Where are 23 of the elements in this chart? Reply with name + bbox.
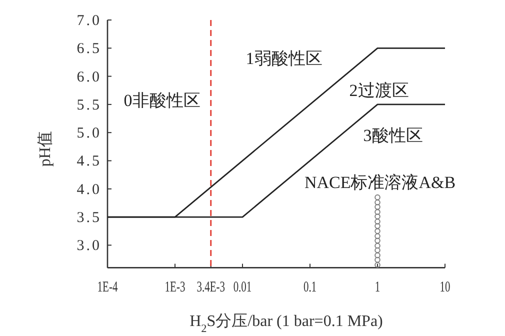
y-tick-label: 7.0 [76, 13, 102, 29]
x-tick-label: 10 [440, 278, 450, 296]
y-tick-label: 5.0 [76, 126, 102, 142]
annotation: 3酸性区 [363, 126, 423, 145]
x-tick-label: 0.01 [233, 278, 252, 296]
x-tick-label: 1 [374, 278, 380, 296]
annotation: 2过渡区 [349, 81, 409, 100]
annotation: NACE标准溶液A&B [304, 173, 456, 192]
y-tick-label: 4.0 [76, 182, 102, 198]
y-tick-label: 5.5 [76, 97, 102, 114]
x-tick-label: 0.1 [303, 278, 317, 296]
annotation: 1弱酸性区 [246, 49, 322, 68]
x-axis-title: H$_{2}$S分压/bar (1 bar=0.1 MPa) [190, 313, 383, 335]
x-tick-label: 1E-4 [97, 278, 118, 296]
y-tick-label: 4.5 [76, 154, 102, 170]
y-tick-label: 3.0 [76, 238, 102, 254]
y-tick-label: 6.5 [76, 41, 102, 58]
y-tick-label: 3.5 [76, 210, 102, 226]
x-tick-label: 1E-3 [164, 278, 186, 296]
annotation: 0非酸性区 [124, 91, 200, 110]
x-tick-label: 3.4E-3 [196, 278, 226, 296]
y-axis-title: pH值 [37, 131, 54, 167]
y-tick-label: 6.0 [76, 69, 102, 86]
